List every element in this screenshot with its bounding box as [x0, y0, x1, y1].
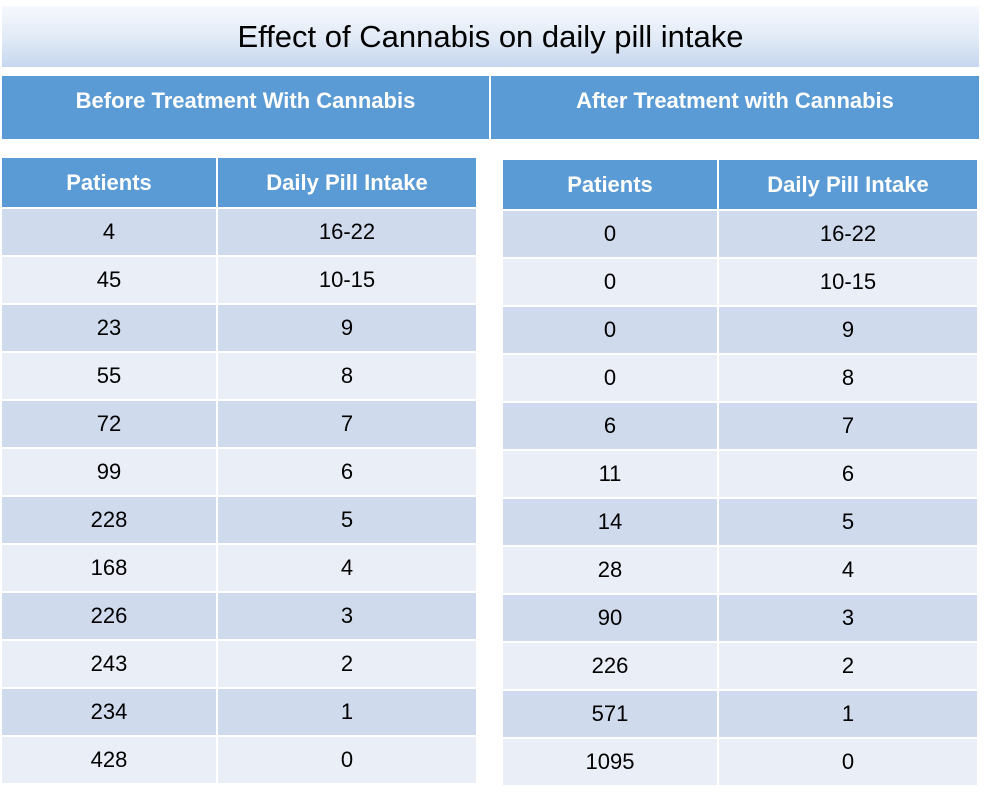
table-row: 23 9 — [2, 305, 476, 351]
table-row: 55 8 — [2, 353, 476, 399]
table-row: 72 7 — [2, 401, 476, 447]
cell-daily-pill-intake: 9 — [719, 307, 977, 353]
cell-daily-pill-intake: 8 — [719, 355, 977, 401]
cell-daily-pill-intake: 7 — [719, 403, 977, 449]
table-row: 243 2 — [2, 641, 476, 687]
before-section-header: Before Treatment With Cannabis — [2, 76, 489, 139]
table-row: 99 6 — [2, 449, 476, 495]
after-table: Patients Daily Pill Intake 0 16-22 0 10-15 0… — [501, 158, 979, 787]
cell-patients: 99 — [2, 449, 216, 495]
cell-patients: 4 — [2, 209, 216, 255]
cell-daily-pill-intake: 7 — [218, 401, 476, 447]
cell-patients: 243 — [2, 641, 216, 687]
cell-patients: 90 — [503, 595, 717, 641]
cell-daily-pill-intake: 3 — [218, 593, 476, 639]
cell-daily-pill-intake: 16-22 — [719, 211, 977, 257]
table-row: 168 4 — [2, 545, 476, 591]
cell-patients: 45 — [2, 257, 216, 303]
cell-daily-pill-intake: 5 — [218, 497, 476, 543]
cell-daily-pill-intake: 0 — [719, 739, 977, 785]
cell-patients: 23 — [2, 305, 216, 351]
cell-daily-pill-intake: 0 — [218, 737, 476, 783]
cell-patients: 11 — [503, 451, 717, 497]
cell-patients: 0 — [503, 211, 717, 257]
table-row: 571 1 — [503, 691, 977, 737]
cell-patients: 14 — [503, 499, 717, 545]
cell-patients: 226 — [2, 593, 216, 639]
cell-daily-pill-intake: 2 — [719, 643, 977, 689]
table-row: 14 5 — [503, 499, 977, 545]
after-section-header: After Treatment with Cannabis — [491, 76, 979, 139]
table-row: 90 3 — [503, 595, 977, 641]
cell-daily-pill-intake: 4 — [719, 547, 977, 593]
cell-patients: 55 — [2, 353, 216, 399]
table-row: 226 2 — [503, 643, 977, 689]
cell-daily-pill-intake: 10-15 — [719, 259, 977, 305]
table-row: 226 3 — [2, 593, 476, 639]
table-row: 228 5 — [2, 497, 476, 543]
table-row: 0 16-22 — [503, 211, 977, 257]
cell-daily-pill-intake: 6 — [218, 449, 476, 495]
column-header-patients: Patients — [2, 158, 216, 207]
table-row: 234 1 — [2, 689, 476, 735]
page-title: Effect of Cannabis on daily pill intake — [2, 6, 979, 67]
cell-daily-pill-intake: 8 — [218, 353, 476, 399]
cell-daily-pill-intake: 16-22 — [218, 209, 476, 255]
cell-daily-pill-intake: 6 — [719, 451, 977, 497]
cell-daily-pill-intake: 5 — [719, 499, 977, 545]
column-header-patients: Patients — [503, 160, 717, 209]
cell-patients: 234 — [2, 689, 216, 735]
table-header-row: Patients Daily Pill Intake — [503, 160, 977, 209]
after-table-body: 0 16-22 0 10-15 0 9 0 8 6 7 11 6 14 5 28 4 90 3 226 2 571 1 10… — [503, 211, 977, 785]
table-row: 4 16-22 — [2, 209, 476, 255]
cell-patients: 1095 — [503, 739, 717, 785]
cell-daily-pill-intake: 3 — [719, 595, 977, 641]
cell-patients: 0 — [503, 355, 717, 401]
cell-daily-pill-intake: 1 — [719, 691, 977, 737]
cell-patients: 228 — [2, 497, 216, 543]
table-row: 45 10-15 — [2, 257, 476, 303]
cell-daily-pill-intake: 10-15 — [218, 257, 476, 303]
cell-patients: 6 — [503, 403, 717, 449]
cell-patients: 0 — [503, 259, 717, 305]
table-header-row: Patients Daily Pill Intake — [2, 158, 476, 207]
table-row: 428 0 — [2, 737, 476, 783]
column-header-daily-pill-intake: Daily Pill Intake — [218, 158, 476, 207]
cell-patients: 72 — [2, 401, 216, 447]
table-row: 11 6 — [503, 451, 977, 497]
cell-daily-pill-intake: 9 — [218, 305, 476, 351]
cell-patients: 428 — [2, 737, 216, 783]
before-table: Patients Daily Pill Intake 4 16-22 45 10-15… — [0, 156, 478, 785]
cell-patients: 28 — [503, 547, 717, 593]
cell-daily-pill-intake: 2 — [218, 641, 476, 687]
cell-daily-pill-intake: 1 — [218, 689, 476, 735]
table-row: 0 10-15 — [503, 259, 977, 305]
table-row: 28 4 — [503, 547, 977, 593]
table-row: 1095 0 — [503, 739, 977, 785]
cell-daily-pill-intake: 4 — [218, 545, 476, 591]
column-header-daily-pill-intake: Daily Pill Intake — [719, 160, 977, 209]
before-table-body: 4 16-22 45 10-15 23 9 55 8 72 7 99 6 228 5 168 4 226 3 243… — [2, 209, 476, 783]
cell-patients: 168 — [2, 545, 216, 591]
cell-patients: 226 — [503, 643, 717, 689]
cell-patients: 571 — [503, 691, 717, 737]
cell-patients: 0 — [503, 307, 717, 353]
